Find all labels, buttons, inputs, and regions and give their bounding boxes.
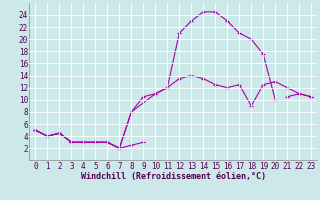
X-axis label: Windchill (Refroidissement éolien,°C): Windchill (Refroidissement éolien,°C) xyxy=(81,172,266,181)
